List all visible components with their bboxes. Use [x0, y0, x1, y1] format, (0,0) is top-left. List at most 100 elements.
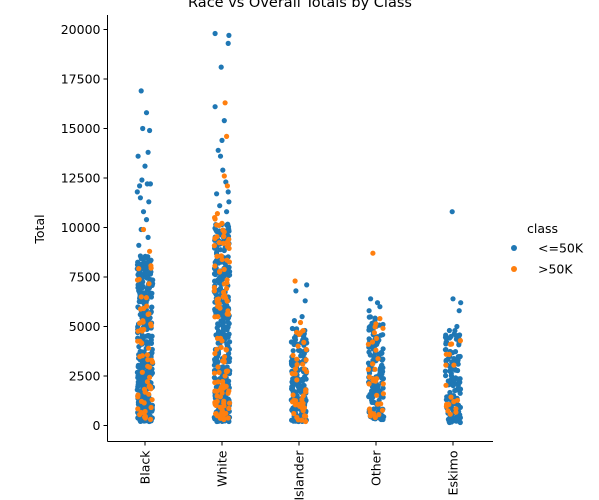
data-point — [216, 296, 222, 302]
x-tick-label: White — [215, 450, 230, 487]
data-point — [443, 362, 449, 368]
data-point — [220, 240, 226, 246]
data-point — [443, 351, 449, 357]
data-point — [215, 314, 221, 320]
data-point — [212, 30, 218, 37]
data-point — [217, 285, 224, 291]
data-point — [134, 277, 141, 283]
data-point — [299, 396, 305, 403]
data-point — [215, 147, 221, 153]
data-point — [289, 371, 295, 377]
data-point — [217, 305, 223, 311]
data-point — [142, 413, 148, 419]
y-axis-ticks: 0 2500 5000 7500 10000 12500 15000 17500 20000 — [61, 22, 108, 433]
data-point — [139, 177, 145, 183]
data-point — [449, 341, 455, 347]
data-point — [294, 356, 300, 362]
data-point — [145, 311, 151, 317]
data-point — [289, 325, 295, 332]
data-point — [217, 335, 224, 341]
x-tick-label: Black — [138, 450, 153, 485]
data-point — [295, 343, 301, 349]
data-point — [147, 127, 153, 134]
data-point — [454, 397, 461, 403]
data-point — [444, 401, 450, 407]
legend-marker — [511, 245, 517, 251]
data-point — [224, 133, 230, 139]
data-point — [216, 222, 222, 228]
data-point — [454, 415, 460, 421]
data-point — [139, 353, 145, 359]
data-point — [293, 398, 299, 404]
data-point — [295, 383, 301, 390]
data-point — [224, 369, 230, 375]
data-point — [372, 324, 378, 330]
data-point — [226, 388, 232, 394]
data-point — [138, 294, 144, 300]
data-point — [214, 191, 220, 197]
data-point — [212, 104, 218, 110]
data-point — [224, 327, 230, 333]
data-point — [226, 259, 232, 265]
data-point — [226, 272, 232, 279]
data-point — [225, 224, 232, 230]
data-point — [145, 357, 151, 363]
data-point — [218, 318, 224, 324]
data-point — [215, 364, 221, 370]
data-point — [148, 323, 154, 329]
x-axis-ticks: Black White Islander Other Eskimo — [138, 441, 461, 500]
data-point — [144, 303, 150, 309]
data-point — [224, 209, 230, 215]
data-point — [146, 391, 152, 397]
data-point — [371, 330, 377, 336]
data-point — [148, 304, 155, 310]
data-point — [457, 338, 463, 344]
data-point — [212, 216, 218, 222]
data-point — [221, 229, 227, 235]
data-point — [146, 345, 152, 351]
data-point — [300, 400, 306, 406]
legend: class <=50K >50K — [511, 221, 584, 277]
y-tick-label: 17500 — [61, 72, 101, 87]
data-point — [212, 350, 218, 357]
data-point — [149, 397, 155, 403]
data-point — [367, 352, 373, 358]
data-point — [380, 385, 386, 391]
data-point — [145, 254, 151, 260]
data-point — [137, 312, 143, 318]
data-point — [451, 362, 457, 368]
data-point — [138, 398, 145, 404]
data-point — [212, 400, 218, 406]
data-point — [142, 163, 148, 169]
data-point — [137, 183, 143, 189]
data-point — [143, 110, 150, 116]
data-point — [221, 233, 227, 240]
data-point — [294, 377, 300, 383]
data-point — [148, 277, 154, 283]
data-point — [452, 388, 458, 394]
data-point — [211, 243, 217, 249]
data-point — [140, 125, 146, 132]
data-point — [224, 364, 230, 370]
data-point — [134, 189, 140, 195]
data-point — [380, 325, 386, 331]
data-point — [135, 153, 141, 159]
data-point — [301, 339, 307, 345]
data-point — [223, 315, 229, 321]
data-point — [136, 266, 142, 272]
data-point — [144, 339, 150, 345]
data-point — [139, 332, 145, 338]
data-point — [445, 408, 451, 414]
data-point — [212, 263, 218, 269]
data-point — [297, 330, 303, 336]
data-point — [221, 289, 227, 295]
data-point — [300, 353, 306, 359]
data-point — [369, 339, 376, 345]
data-point — [224, 285, 230, 292]
data-point — [138, 340, 144, 346]
y-tick-label: 20000 — [61, 22, 101, 37]
data-point — [220, 382, 226, 388]
data-point — [376, 412, 382, 418]
y-tick-label: 2500 — [69, 369, 101, 384]
